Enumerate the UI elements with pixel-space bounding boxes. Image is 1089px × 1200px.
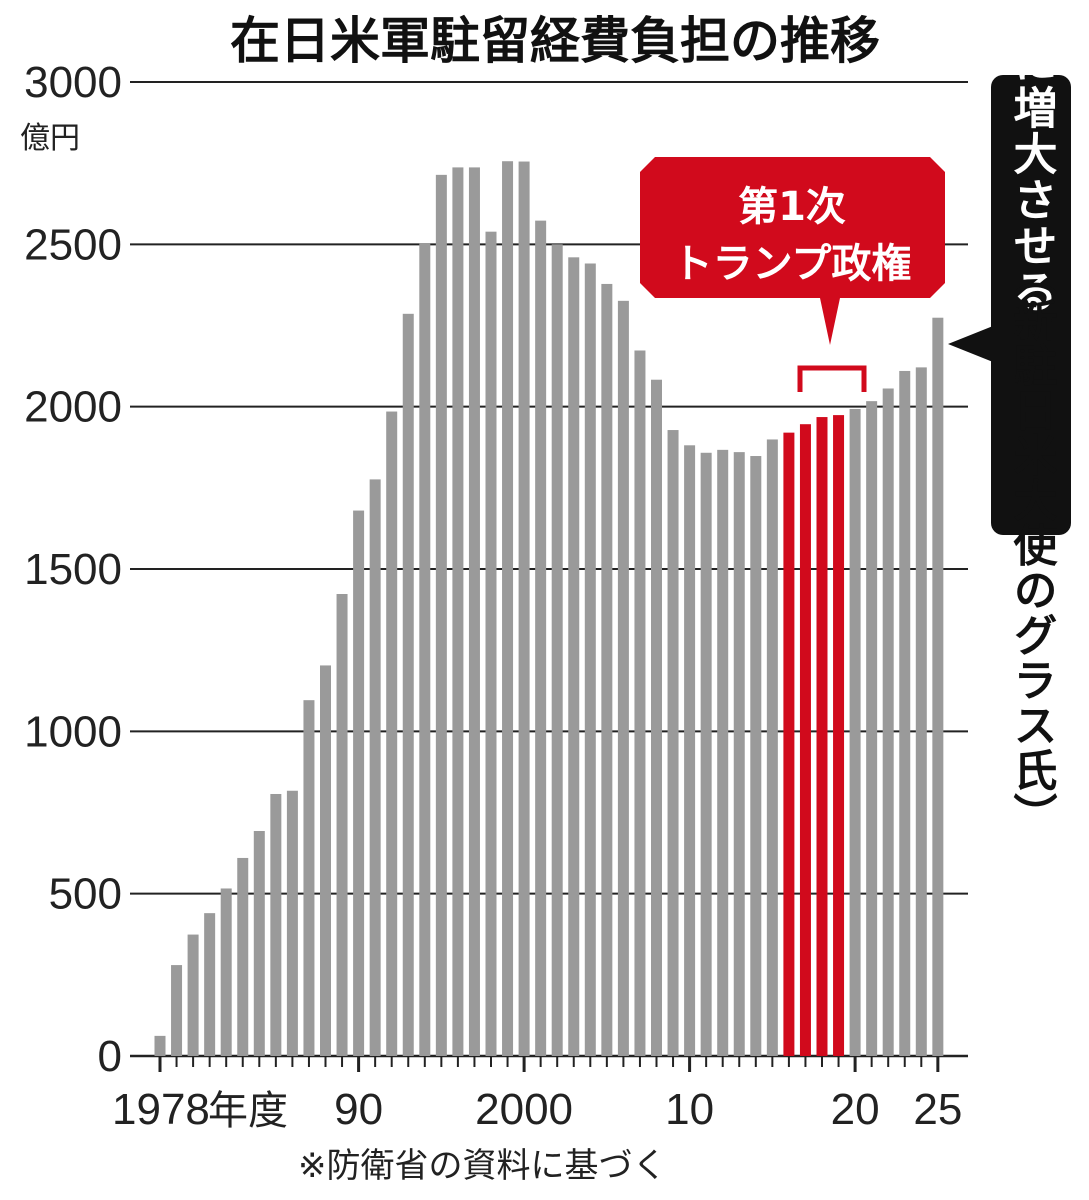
bar (204, 913, 216, 1056)
bar (270, 793, 282, 1056)
x-tick-label: 10 (665, 1085, 714, 1134)
bar-highlighted (833, 415, 845, 1056)
x-tick-label: 90 (334, 1085, 383, 1134)
x-tick-label: 2000 (475, 1085, 573, 1134)
gridlines (130, 81, 968, 1058)
bar (353, 510, 365, 1056)
bar (452, 167, 464, 1056)
x-tick-label: 1978 (112, 1085, 210, 1134)
bar-highlighted (816, 417, 828, 1056)
bars (154, 161, 944, 1057)
bar (237, 857, 249, 1056)
quote-speaker: （新駐日米大使のグラス氏） (1006, 253, 1058, 838)
bar (419, 243, 431, 1056)
callout-bracket (797, 365, 867, 392)
callout: 第1次 トランプ政権 (640, 157, 945, 392)
y-tick-label: 2500 (24, 220, 122, 269)
bar (750, 456, 762, 1056)
callout-line2: トランプ政権 (673, 241, 912, 287)
bar (932, 317, 944, 1057)
bar (336, 594, 348, 1056)
y-tick-label: 2000 (24, 383, 122, 432)
bar (154, 1035, 166, 1056)
callout-box (640, 157, 945, 345)
bar (220, 888, 232, 1056)
bar (733, 452, 745, 1056)
bar (601, 283, 613, 1056)
quote-pointer (948, 326, 993, 362)
bar (899, 370, 911, 1056)
bar (187, 934, 199, 1056)
bar (634, 350, 646, 1056)
bar (386, 411, 398, 1056)
bar (849, 408, 861, 1056)
bar (667, 430, 679, 1056)
bar (700, 452, 712, 1056)
bar (617, 300, 629, 1057)
bar (171, 965, 183, 1056)
bar-highlighted (783, 432, 795, 1056)
bar (253, 831, 265, 1056)
bar (320, 665, 331, 1056)
bar (468, 167, 480, 1056)
bar (551, 244, 563, 1056)
bar (684, 445, 696, 1056)
bar (518, 161, 530, 1057)
bar (535, 220, 547, 1056)
bar (286, 790, 298, 1056)
quote-box: 継続的に増大させる （新駐日米大使のグラス氏） (948, 0, 1071, 838)
y-tick-label: 0 (98, 1032, 122, 1081)
source-note: ※防衛省の資料に基づく (298, 1146, 667, 1186)
bar (651, 379, 662, 1057)
bar (915, 367, 927, 1056)
y-axis-unit: 億円 (20, 121, 80, 156)
y-tick-label: 1000 (24, 707, 122, 756)
chart-title: 在日米軍駐留経費負担の推移 (230, 12, 880, 70)
bar (766, 439, 778, 1057)
bar (369, 479, 381, 1056)
bar (584, 263, 596, 1056)
x-tick-label: 20 (831, 1085, 880, 1134)
quote-text: 継続的に増大させる (1006, 0, 1058, 315)
x-tick-label: 25 (913, 1085, 962, 1134)
bar (882, 388, 894, 1056)
bar-highlighted (799, 424, 811, 1056)
bar (485, 231, 497, 1057)
quote-background (991, 75, 1071, 535)
bar (303, 700, 315, 1056)
bar (717, 449, 729, 1057)
bar (402, 313, 414, 1056)
bar (435, 174, 447, 1057)
x-axis-unit: 年度 (208, 1088, 288, 1134)
y-tick-label: 500 (49, 870, 122, 919)
y-tick-label: 3000 (24, 58, 122, 107)
callout-line1: 第1次 (738, 184, 846, 230)
bar (568, 257, 580, 1056)
y-axis-ticks: 0 500 1000 1500 2000 2500 3000 (24, 58, 122, 1081)
bar (502, 161, 514, 1057)
bar (866, 401, 878, 1056)
x-axis-ticks: 1978 90 2000 10 20 25 (112, 1056, 962, 1134)
y-tick-label: 1500 (24, 545, 122, 594)
